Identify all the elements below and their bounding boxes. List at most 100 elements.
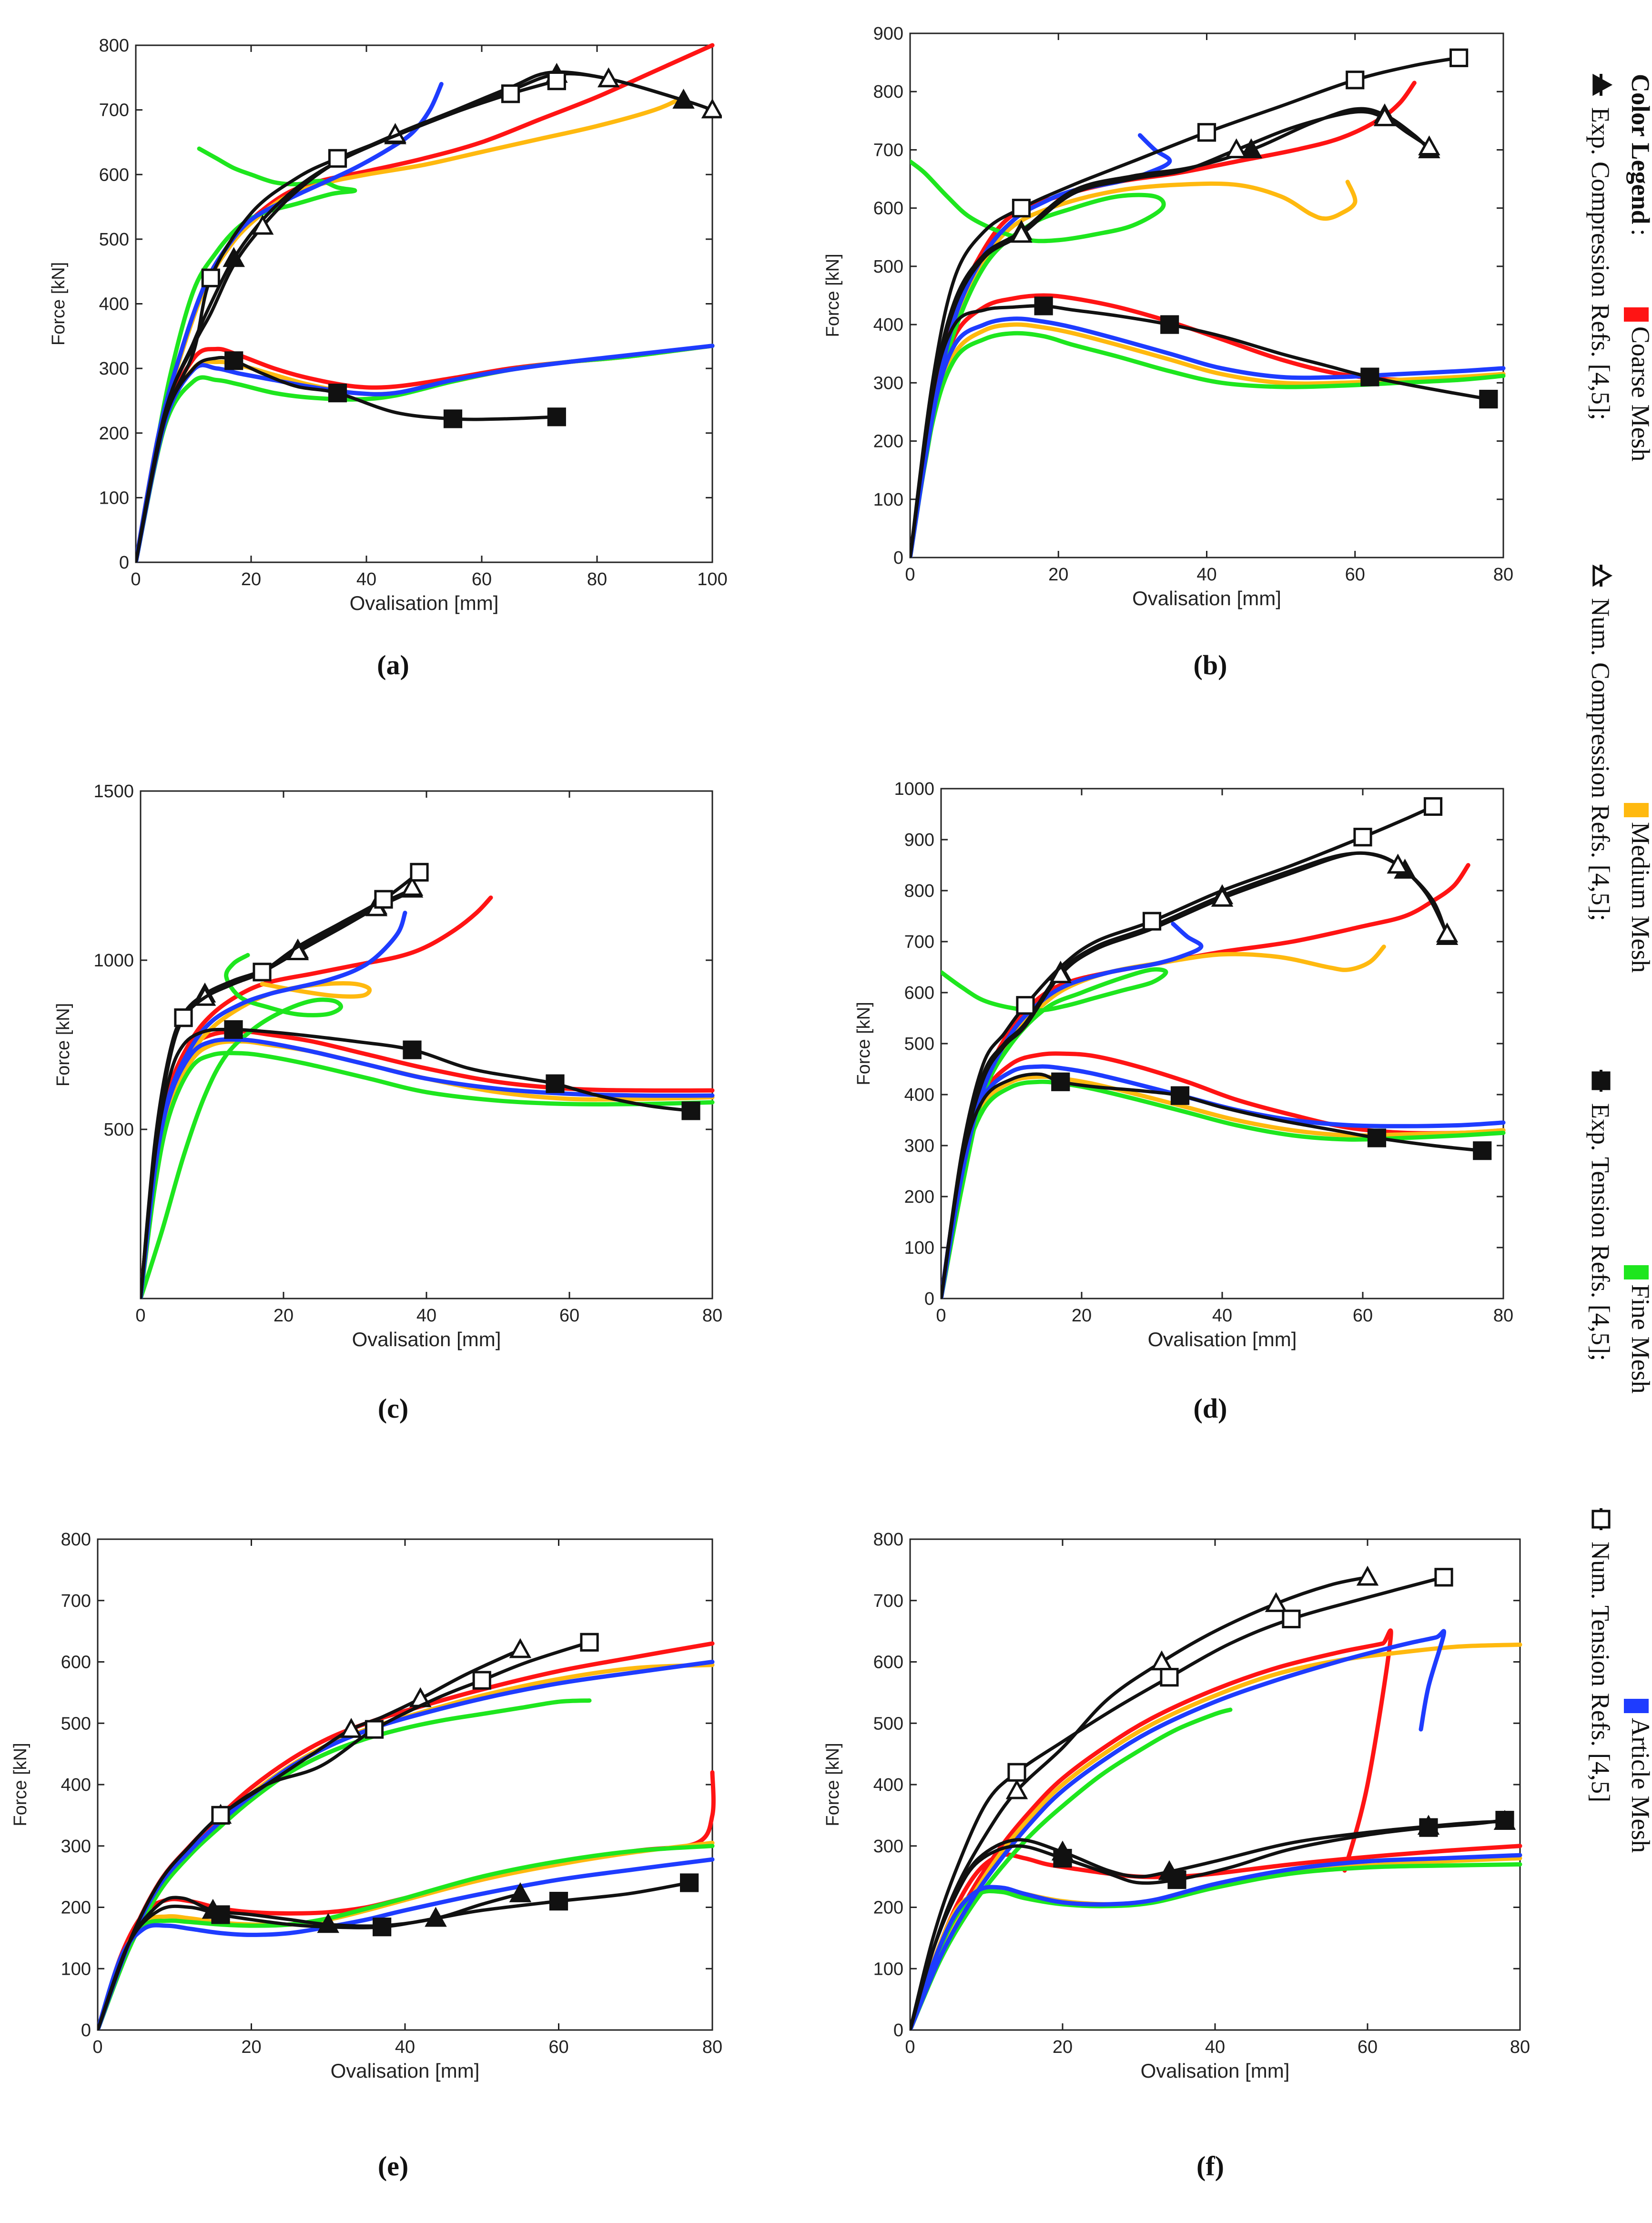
y-tick-label: 0 bbox=[81, 2020, 91, 2040]
x-tick-label: 0 bbox=[905, 2037, 915, 2057]
y-tick-label: 500 bbox=[904, 1034, 934, 1054]
x-axis-label: Ovalisation [mm] bbox=[350, 592, 499, 614]
legend-marker-filled-triangle bbox=[1592, 73, 1613, 96]
y-tick-label: 0 bbox=[924, 1289, 934, 1309]
data-point-marker bbox=[1197, 123, 1216, 142]
y-tick-label: 100 bbox=[873, 1959, 903, 1979]
data-point-marker bbox=[1170, 1086, 1190, 1105]
y-tick-label: 400 bbox=[61, 1775, 91, 1795]
x-tick-label: 100 bbox=[697, 569, 727, 589]
x-axis-label: Ovalisation [mm] bbox=[1132, 587, 1281, 609]
y-axis-label: Force [kN] bbox=[854, 1002, 874, 1085]
series-line-fine-mesh-compression bbox=[136, 146, 357, 562]
chart-panel: 0 20 40 60 800100200300400500600700800900100… bbox=[854, 779, 1513, 1424]
x-tick-label: 20 bbox=[1053, 2037, 1073, 2057]
legend-label-medium: Medium Mesh bbox=[1626, 822, 1652, 973]
data-point-marker bbox=[1240, 138, 1263, 159]
legend-swatch-coarse bbox=[1624, 307, 1649, 322]
series-group bbox=[941, 797, 1506, 1299]
data-point-marker bbox=[1211, 886, 1234, 907]
y-tick-label: 200 bbox=[873, 1898, 903, 1918]
data-point-marker bbox=[681, 1101, 700, 1120]
x-tick-label: 20 bbox=[241, 2037, 261, 2057]
y-tick-label: 200 bbox=[61, 1898, 91, 1918]
data-point-marker bbox=[1051, 1072, 1070, 1091]
x-tick-label: 40 bbox=[1212, 1306, 1232, 1326]
panel-caption: (f) bbox=[1196, 2151, 1224, 2182]
x-tick-label: 80 bbox=[587, 569, 607, 589]
y-tick-label: 600 bbox=[99, 165, 129, 185]
data-point-marker bbox=[1016, 996, 1035, 1015]
y-tick-label: 100 bbox=[904, 1238, 934, 1258]
y-tick-label: 700 bbox=[99, 101, 129, 121]
legend-label-coarse: Coarse Mesh bbox=[1626, 326, 1652, 461]
legend-ref-label: Num. Tension Refs. [4,5] bbox=[1586, 1542, 1615, 1802]
series-line-fine-mesh-tension bbox=[98, 1844, 715, 2030]
series-line-num-compression bbox=[910, 110, 1431, 558]
x-tick-label: 60 bbox=[1353, 1306, 1373, 1326]
chart-panel: 0 20 40 60 80 100 0 100 200 300 400 500 600 700 800 Ova… bbox=[49, 36, 728, 680]
y-tick-label: 600 bbox=[904, 983, 934, 1003]
chart-panel: 0 20 40 60 80 500 1000 1500 Ovalisation [mm] Forc… bbox=[53, 782, 722, 1424]
data-point-marker bbox=[1034, 296, 1053, 315]
plot-area bbox=[909, 1538, 1521, 2031]
x-tick-label: 80 bbox=[702, 2037, 722, 2057]
data-point-marker bbox=[1449, 48, 1469, 67]
y-axis-label: Force [kN] bbox=[49, 262, 69, 345]
data-point-marker bbox=[373, 1918, 392, 1937]
data-point-marker bbox=[547, 407, 566, 426]
y-tick-label: 300 bbox=[99, 359, 129, 379]
y-axis-label: Force [kN] bbox=[823, 1743, 843, 1826]
x-tick-label: 80 bbox=[1493, 1306, 1513, 1326]
data-point-marker bbox=[224, 351, 243, 370]
y-tick-label: 400 bbox=[873, 315, 903, 335]
data-point-marker bbox=[1419, 1818, 1438, 1837]
x-tick-label: 60 bbox=[1345, 565, 1365, 585]
data-point-marker bbox=[1346, 71, 1365, 90]
data-point-marker bbox=[410, 863, 429, 882]
y-tick-label: 700 bbox=[904, 932, 934, 952]
series-line-exp-tension bbox=[941, 1072, 1484, 1299]
data-point-marker bbox=[340, 1717, 363, 1738]
legend-label-fine: Fine Mesh bbox=[1626, 1284, 1652, 1394]
series-line-fine-mesh-tension bbox=[910, 331, 1506, 558]
data-point-marker bbox=[1434, 1568, 1453, 1587]
legend-marker-open-triangle bbox=[1592, 564, 1613, 587]
y-tick-label: 800 bbox=[873, 82, 903, 102]
panel-caption: (b) bbox=[1194, 650, 1227, 680]
x-tick-label: 20 bbox=[274, 1306, 294, 1326]
data-point-marker bbox=[1167, 1870, 1186, 1889]
x-tick-label: 40 bbox=[395, 2037, 415, 2057]
x-tick-label: 60 bbox=[559, 1306, 579, 1326]
series-line-exp-tension bbox=[141, 1027, 693, 1299]
data-point-marker bbox=[1479, 389, 1498, 409]
data-point-marker bbox=[1049, 963, 1072, 984]
y-tick-label: 400 bbox=[99, 294, 129, 315]
plot-area bbox=[940, 788, 1504, 1299]
plot-area bbox=[135, 44, 713, 563]
data-point-marker bbox=[401, 876, 424, 896]
series-group bbox=[141, 863, 715, 1299]
legend-ref-label: Exp. Tension Refs. [4,5]; bbox=[1586, 1103, 1615, 1361]
data-point-marker bbox=[1053, 1848, 1072, 1868]
data-point-marker bbox=[1473, 1141, 1492, 1160]
panel-caption: (d) bbox=[1194, 1393, 1227, 1424]
legend-swatch-medium bbox=[1624, 803, 1649, 817]
y-tick-label: 300 bbox=[873, 373, 903, 393]
data-point-marker bbox=[1160, 315, 1179, 334]
data-point-marker bbox=[1005, 1779, 1028, 1799]
legend-ref-label: Exp. Compression Refs. [4,5]; bbox=[1586, 107, 1615, 420]
data-point-marker bbox=[443, 409, 463, 428]
data-point-marker bbox=[211, 1905, 230, 1924]
y-tick-label: 300 bbox=[873, 1837, 903, 1857]
series-line-fine-mesh-compression bbox=[98, 1698, 592, 2030]
x-tick-label: 0 bbox=[131, 569, 141, 589]
x-tick-label: 80 bbox=[1510, 2037, 1530, 2057]
series-group bbox=[910, 1565, 1522, 2030]
y-tick-label: 200 bbox=[873, 432, 903, 452]
data-point-marker bbox=[251, 214, 274, 235]
x-tick-label: 0 bbox=[92, 2037, 102, 2057]
y-tick-label: 800 bbox=[61, 1530, 91, 1550]
data-point-marker bbox=[201, 268, 220, 287]
legend-swatch-article bbox=[1624, 1699, 1649, 1713]
